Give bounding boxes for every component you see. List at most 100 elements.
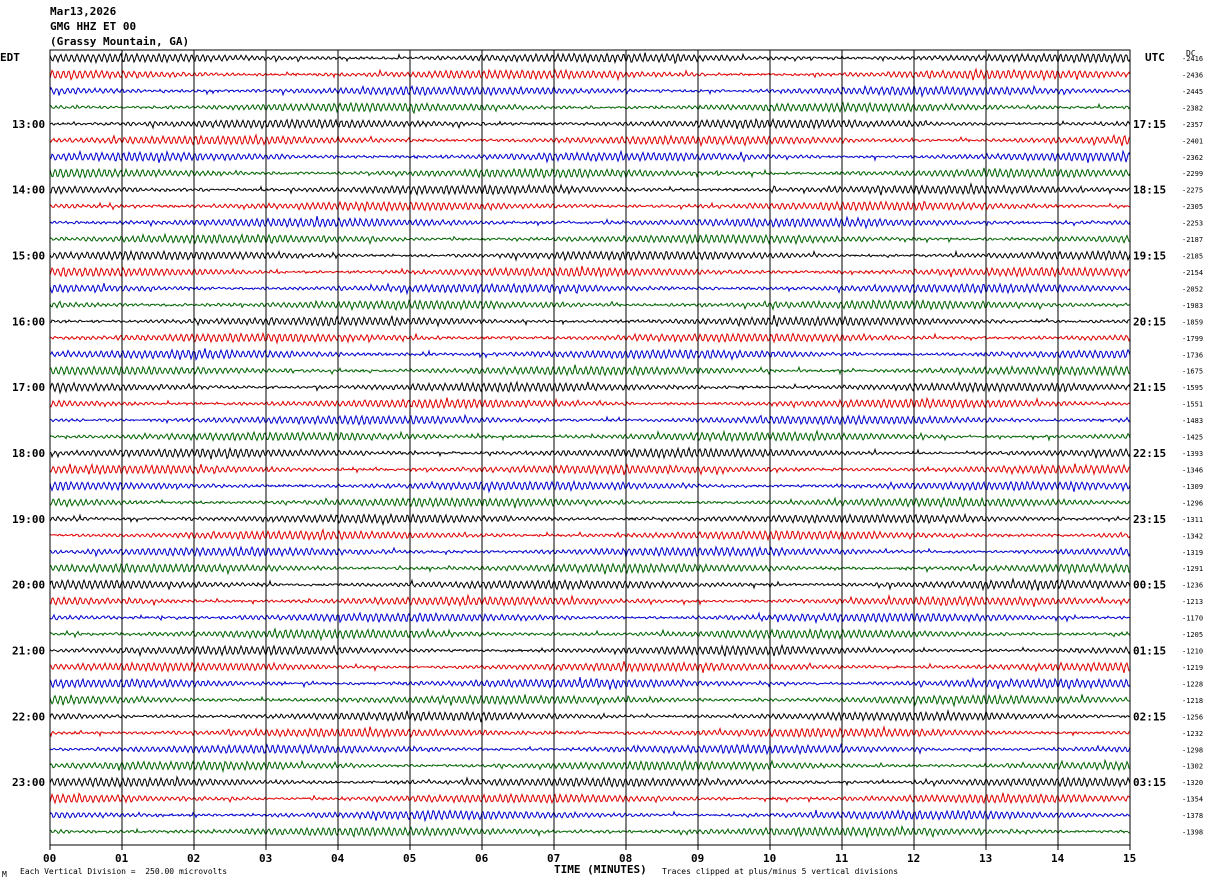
seismic-trace-27	[49, 496, 1131, 509]
seismic-trace-34	[49, 611, 1131, 625]
seismic-trace-36	[49, 643, 1131, 658]
footer-mark: M	[2, 870, 7, 879]
dc-offset-label: -1232	[1182, 730, 1203, 738]
dc-offset-label: -1983	[1182, 302, 1203, 310]
right-hour-label: 22:15	[1133, 447, 1166, 460]
seismic-trace-43	[49, 758, 1131, 774]
clip-note: Traces clipped at plus/minus 5 vertical …	[662, 867, 899, 876]
dc-offset-label: -1218	[1182, 697, 1203, 705]
dc-offset-label: -1170	[1182, 615, 1203, 623]
left-hour-label: 20:00	[12, 579, 45, 592]
seismic-trace-30	[49, 545, 1131, 558]
seismic-trace-29	[49, 527, 1131, 542]
grid-layer	[49, 49, 1131, 850]
dc-offset-label: -1298	[1182, 746, 1203, 754]
left-hour-label: 15:00	[12, 250, 45, 263]
dc-offset-label: -2436	[1182, 71, 1203, 79]
seismic-trace-31	[49, 562, 1131, 576]
dc-offset-label: -1210	[1182, 648, 1203, 656]
x-axis-title: TIME (MINUTES)	[554, 863, 647, 876]
x-tick-label: 07	[547, 852, 560, 865]
dc-offset-label: -1551	[1182, 401, 1203, 409]
x-tick-label: 05	[403, 852, 416, 865]
dc-offset-label: -1219	[1182, 664, 1203, 672]
seismic-trace-13	[49, 265, 1131, 279]
seismic-trace-10	[49, 215, 1131, 230]
dc-offset-label: -2401	[1182, 137, 1203, 145]
seismic-trace-16	[49, 314, 1131, 328]
right-hour-label: 03:15	[1133, 776, 1166, 789]
seismic-trace-38	[49, 676, 1131, 690]
seismic-trace-23	[49, 429, 1131, 443]
seismic-trace-15	[49, 299, 1131, 312]
x-tick-label: 11	[835, 852, 849, 865]
x-tick-label: 14	[1051, 852, 1065, 865]
label-layer: -2416 -2436 -2445 -2382 -2357 -2401 -2362 -2299…	[12, 55, 1203, 865]
dc-offset-label: -1311	[1182, 516, 1203, 524]
right-hour-label: 01:15	[1133, 645, 1166, 658]
seismic-trace-39	[49, 693, 1131, 708]
seismic-trace-24	[49, 446, 1131, 460]
seismic-trace-9	[49, 200, 1131, 213]
dc-offset-label: -2445	[1182, 88, 1203, 96]
seismic-trace-17	[49, 331, 1131, 345]
right-hour-label: 02:15	[1133, 710, 1166, 723]
dc-offset-label: -1398	[1182, 829, 1203, 837]
dc-offset-label: -2185	[1182, 253, 1203, 261]
dc-offset-label: -1296	[1182, 499, 1203, 507]
right-timezone-label: UTC	[1145, 51, 1165, 64]
dc-offset-label: -1346	[1182, 466, 1203, 474]
right-hour-label: 00:15	[1133, 579, 1166, 592]
seismic-trace-3	[49, 101, 1131, 115]
x-tick-label: 15	[1123, 852, 1136, 865]
trace-layer	[49, 52, 1131, 839]
x-tick-label: 02	[187, 852, 200, 865]
right-hour-label: 18:15	[1133, 184, 1166, 197]
dc-offset-label: -1393	[1182, 450, 1203, 458]
dc-offset-label: -2305	[1182, 203, 1203, 211]
seismic-trace-40	[49, 709, 1131, 723]
station-location: (Grassy Mountain, GA)	[50, 35, 190, 48]
left-timezone-label: EDT	[0, 51, 20, 64]
dc-offset-label: -1595	[1182, 384, 1203, 392]
dc-offset-label: -1228	[1182, 680, 1203, 688]
dc-offset-label: -1302	[1182, 763, 1203, 771]
x-tick-label: 09	[691, 852, 704, 865]
left-hour-label: 13:00	[12, 118, 45, 131]
right-hour-label: 19:15	[1133, 250, 1166, 263]
seismic-trace-20	[49, 380, 1131, 395]
seismic-trace-47	[49, 824, 1131, 839]
dc-offset-label: -1675	[1182, 368, 1203, 376]
dc-offset-label: -1320	[1182, 779, 1203, 787]
x-tick-label: 00	[43, 852, 56, 865]
dc-offset-label: -1859	[1182, 318, 1203, 326]
right-hour-label: 17:15	[1133, 118, 1166, 131]
dc-offset-label: -2382	[1182, 104, 1203, 112]
seismic-trace-28	[49, 512, 1131, 527]
left-hour-label: 22:00	[12, 710, 45, 723]
dc-offset-label: -1483	[1182, 417, 1203, 425]
dc-offset-label: -2357	[1182, 121, 1203, 129]
dc-offset-label: -1256	[1182, 713, 1203, 721]
seismic-trace-18	[49, 348, 1131, 361]
dc-offset-label: -2154	[1182, 269, 1203, 277]
seismic-trace-12	[49, 249, 1131, 262]
seismic-trace-2	[49, 83, 1131, 99]
dc-offset-label: -1205	[1182, 631, 1203, 639]
left-hour-label: 17:00	[12, 381, 45, 394]
seismic-trace-35	[49, 627, 1131, 642]
dc-offset-label: -2253	[1182, 220, 1203, 228]
seismic-trace-45	[49, 792, 1131, 805]
seismic-trace-25	[49, 462, 1131, 476]
left-hour-label: 23:00	[12, 776, 45, 789]
right-hour-label: 23:15	[1133, 513, 1166, 526]
seismic-trace-6	[49, 149, 1131, 164]
x-tick-label: 06	[475, 852, 489, 865]
seismic-trace-8	[50, 182, 1131, 197]
dc-offset-label: -1736	[1182, 351, 1203, 359]
seismic-trace-1	[49, 67, 1131, 82]
seismic-trace-22	[49, 413, 1131, 427]
dc-offset-label: -1425	[1182, 434, 1203, 442]
seismic-trace-5	[49, 133, 1131, 148]
